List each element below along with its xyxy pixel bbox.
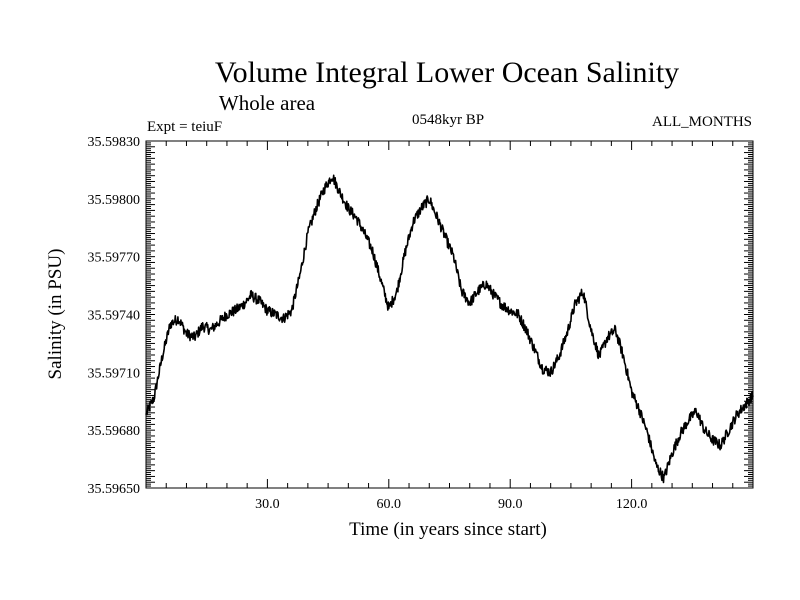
period-label: 0548kyr BP xyxy=(412,112,484,128)
x-tick-label: 90.0 xyxy=(498,497,523,512)
plot-frame xyxy=(145,140,754,489)
y-tick-label: 35.59740 xyxy=(88,309,141,324)
salinity-series-line xyxy=(145,174,754,484)
x-axis-label: Time (in years since start) xyxy=(349,519,547,540)
y-axis: 35.59650 35.59680 35.59710 35.59740 35.59770… xyxy=(88,135,753,497)
x-tick-label: 30.0 xyxy=(255,497,280,512)
y-tick-label: 35.59800 xyxy=(88,193,141,208)
x-axis: 30.0 60.0 90.0 120.0 xyxy=(165,141,734,512)
y-tick-label: 35.59650 xyxy=(88,482,141,497)
y-tick-label: 35.59680 xyxy=(88,424,141,439)
months-label: ALL_MONTHS xyxy=(652,114,752,130)
chart-subtitle: Whole area xyxy=(219,91,316,115)
experiment-label: Expt = teiuF xyxy=(147,119,222,135)
chart-title: Volume Integral Lower Ocean Salinity xyxy=(215,56,679,89)
x-tick-label: 60.0 xyxy=(377,497,402,512)
y-tick-label: 35.59710 xyxy=(88,366,141,381)
y-tick-label: 35.59830 xyxy=(88,135,141,150)
y-tick-label: 35.59770 xyxy=(88,251,141,266)
x-tick-label: 120.0 xyxy=(616,497,648,512)
y-axis-label: Salinity (in PSU) xyxy=(45,249,66,380)
